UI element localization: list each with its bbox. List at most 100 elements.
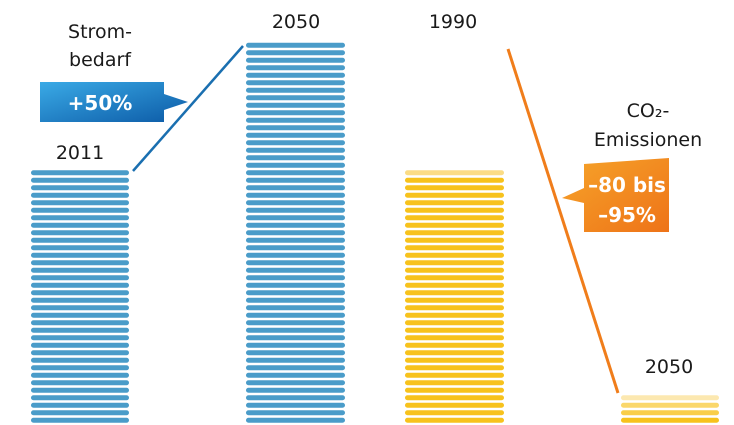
bar-co2-1990-stripe bbox=[405, 230, 504, 236]
bar-co2-1990-stripe bbox=[405, 290, 504, 296]
bar-strom-2050-stripe bbox=[246, 410, 345, 416]
bar-strom-2011-stripe bbox=[31, 282, 129, 288]
bar-co2-1990-stripe bbox=[405, 237, 504, 243]
bar-co2-1990-stripe bbox=[405, 365, 504, 371]
bar-strom-2011-stripe bbox=[31, 395, 129, 401]
year-label-2011: 2011 bbox=[56, 142, 104, 164]
bar-strom-2050-stripe bbox=[246, 110, 345, 116]
bar-co2-2050-stripe bbox=[621, 417, 719, 423]
bar-co2-1990-stripe bbox=[405, 282, 504, 288]
bar-strom-2011-stripe bbox=[31, 252, 129, 258]
bar-strom-2011-stripe bbox=[31, 327, 129, 333]
bar-strom-2011-stripe bbox=[31, 335, 129, 341]
bar-strom-2011-stripe bbox=[31, 170, 129, 176]
bar-strom-2011-stripe bbox=[31, 312, 129, 318]
bar-co2-1990-stripe bbox=[405, 380, 504, 386]
year-label-2050-co2: 2050 bbox=[645, 356, 693, 378]
bar-strom-2050-stripe bbox=[246, 305, 345, 311]
bar-strom-2011-stripe bbox=[31, 275, 129, 281]
strombedarf-label-line2: bedarf bbox=[69, 49, 132, 71]
bar-strom-2050-stripe bbox=[246, 162, 345, 168]
strombedarf-change-label: +50% bbox=[68, 91, 133, 115]
bar-strom-2011-stripe bbox=[31, 215, 129, 221]
bars-layer bbox=[31, 42, 719, 423]
bar-strom-2050-stripe bbox=[246, 395, 345, 401]
bar-co2-1990-stripe bbox=[405, 417, 504, 423]
co2-label-line1: CO₂- bbox=[627, 100, 670, 122]
bar-strom-2050-stripe bbox=[246, 117, 345, 123]
bar-strom-2050-stripe bbox=[246, 282, 345, 288]
bar-co2-1990-stripe bbox=[405, 260, 504, 266]
bar-strom-2050-stripe bbox=[246, 260, 345, 266]
bar-co2-2050-stripe bbox=[621, 402, 719, 408]
bar-strom-2050-stripe bbox=[246, 372, 345, 378]
bar-strom-2011-stripe bbox=[31, 192, 129, 198]
bar-strom-2050-stripe bbox=[246, 207, 345, 213]
bar-strom-2050-stripe bbox=[246, 402, 345, 408]
bar-strom-2050-stripe bbox=[246, 65, 345, 71]
bar-strom-2050-stripe bbox=[246, 387, 345, 393]
bar-strom-2050-stripe bbox=[246, 252, 345, 258]
bar-strom-2011-stripe bbox=[31, 267, 129, 273]
year-label-2050-strom: 2050 bbox=[272, 11, 320, 33]
bar-strom-2011-stripe bbox=[31, 222, 129, 228]
bar-co2-2050-stripe bbox=[621, 395, 719, 401]
bar-co2-2050 bbox=[621, 395, 719, 423]
bar-strom-2050-stripe bbox=[246, 50, 345, 56]
bar-strom-2050-stripe bbox=[246, 365, 345, 371]
bar-co2-1990-stripe bbox=[405, 342, 504, 348]
bar-co2-1990-stripe bbox=[405, 177, 504, 183]
bar-co2-1990-stripe bbox=[405, 252, 504, 258]
strombedarf-connector bbox=[132, 45, 244, 172]
bar-strom-2011-stripe bbox=[31, 387, 129, 393]
bar-strom-2011-stripe bbox=[31, 245, 129, 251]
bar-co2-1990-stripe bbox=[405, 402, 504, 408]
bar-strom-2050-stripe bbox=[246, 147, 345, 153]
bar-co2-1990-stripe bbox=[405, 395, 504, 401]
bar-strom-2011-stripe bbox=[31, 342, 129, 348]
strombedarf-label-line1: Strom- bbox=[68, 21, 132, 43]
bar-strom-2050-stripe bbox=[246, 200, 345, 206]
bar-strom-2011-stripe bbox=[31, 200, 129, 206]
bar-strom-2050-stripe bbox=[246, 230, 345, 236]
bar-strom-2050-stripe bbox=[246, 102, 345, 108]
bar-strom-2050-stripe bbox=[246, 350, 345, 356]
bar-strom-2011-stripe bbox=[31, 357, 129, 363]
bar-co2-1990-stripe bbox=[405, 267, 504, 273]
bar-strom-2050-stripe bbox=[246, 380, 345, 386]
bar-strom-2050-stripe bbox=[246, 140, 345, 146]
bar-strom-2011-stripe bbox=[31, 237, 129, 243]
bar-strom-2050-stripe bbox=[246, 215, 345, 221]
bar-strom-2011-stripe bbox=[31, 320, 129, 326]
bar-co2-1990-stripe bbox=[405, 335, 504, 341]
bar-strom-2011-stripe bbox=[31, 410, 129, 416]
bar-strom-2050-stripe bbox=[246, 342, 345, 348]
bar-co2-1990-stripe bbox=[405, 372, 504, 378]
bar-strom-2050-stripe bbox=[246, 222, 345, 228]
bar-strom-2011-stripe bbox=[31, 365, 129, 371]
year-label-1990: 1990 bbox=[429, 11, 477, 33]
bar-co2-1990-stripe bbox=[405, 357, 504, 363]
co2-connector bbox=[506, 48, 620, 394]
bar-strom-2050-stripe bbox=[246, 42, 345, 48]
bar-co2-1990-stripe bbox=[405, 185, 504, 191]
bar-strom-2011-stripe bbox=[31, 260, 129, 266]
bar-strom-2050 bbox=[246, 42, 345, 423]
bar-co2-1990-stripe bbox=[405, 207, 504, 213]
bar-strom-2050-stripe bbox=[246, 245, 345, 251]
bar-co2-1990-stripe bbox=[405, 215, 504, 221]
bar-strom-2011-stripe bbox=[31, 230, 129, 236]
co2-badge bbox=[562, 158, 669, 232]
bar-strom-2050-stripe bbox=[246, 185, 345, 191]
bar-strom-2011-stripe bbox=[31, 402, 129, 408]
bar-co2-1990-stripe bbox=[405, 350, 504, 356]
bar-co2-1990-stripe bbox=[405, 327, 504, 333]
bar-strom-2050-stripe bbox=[246, 57, 345, 63]
co2-change-label-line2: –95% bbox=[598, 203, 656, 227]
bar-strom-2050-stripe bbox=[246, 170, 345, 176]
bar-strom-2050-stripe bbox=[246, 237, 345, 243]
bar-strom-2011-stripe bbox=[31, 305, 129, 311]
bar-strom-2011 bbox=[31, 170, 129, 423]
bar-co2-1990-stripe bbox=[405, 200, 504, 206]
bar-co2-1990-stripe bbox=[405, 297, 504, 303]
